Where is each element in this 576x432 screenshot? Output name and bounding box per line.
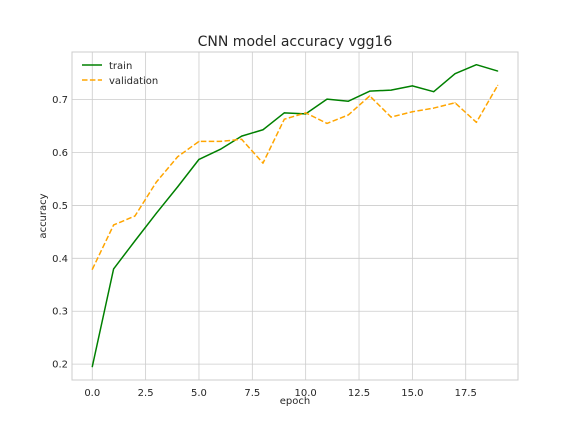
x-tick-label: 2.5 [138,388,154,399]
legend: train validation [82,61,158,87]
data-point-train [155,212,157,214]
x-tick-label: 7.5 [244,388,260,399]
data-point-validation [390,116,392,118]
y-tick-label: 0.3 [52,307,68,318]
data-point-train [454,73,456,75]
data-point-validation [454,102,456,104]
data-point-train [262,129,264,131]
data-point-validation [219,140,221,143]
y-tick-label: 0.4 [52,254,68,265]
data-point-train [198,158,200,160]
x-tick-label: 17.5 [455,388,477,399]
data-point-validation [326,122,328,125]
data-point-validation [411,111,413,113]
data-point-validation [283,118,285,120]
series-line-validation [91,84,499,270]
data-point-train [134,240,136,242]
data-point-train [497,70,499,72]
data-point-train [219,148,221,150]
data-point-validation [91,268,93,271]
data-point-validation [198,140,200,143]
tick-labels: 0.0 2.5 5.0 7.5 10.0 12.5 15.0 17.5 0.2 0.3 0.4 0.5… [52,95,477,399]
x-axis-label: epoch [280,396,310,407]
x-tick-label: 12.5 [348,388,370,399]
data-point-train [433,91,435,93]
data-point-validation [475,121,477,123]
data-point-validation [241,138,243,140]
data-point-validation [433,107,435,109]
y-tick-label: 0.5 [52,201,68,212]
y-tick-label: 0.6 [52,148,68,159]
y-tick-label: 0.7 [52,95,68,106]
series-line-train [91,63,498,367]
data-point-validation [305,112,307,114]
data-point-train [113,268,115,270]
data-point-train [177,186,179,188]
data-point-validation [262,162,264,164]
data-point-validation [347,114,349,116]
data-point-train [475,64,477,66]
legend-train-label: train [109,61,132,72]
data-point-validation [369,95,371,97]
x-tick-label: 5.0 [191,388,207,399]
data-point-train [241,135,243,137]
y-tick-label: 0.2 [52,360,68,371]
data-point-validation [113,224,115,226]
data-point-train [369,90,371,92]
data-point-validation [134,215,136,217]
data-point-validation [177,156,179,158]
x-tick-label: 10.0 [295,388,317,399]
legend-validation-label: validation [109,76,158,87]
series-layer [91,63,499,368]
data-point-validation [155,181,157,183]
plot-frame [71,51,519,381]
grid-lines [72,52,518,380]
data-point-train [326,98,328,100]
data-point-validation [497,84,499,86]
data-point-train [283,112,285,114]
chart-title: CNN model accuracy vgg16 [198,34,393,50]
data-point-train [91,366,93,368]
y-axis-label: accuracy [38,193,49,238]
x-tick-label: 15.0 [401,388,423,399]
x-tick-label: 0.0 [84,388,100,399]
data-point-train [390,89,392,91]
data-point-train [411,85,413,87]
data-point-train [347,100,349,102]
